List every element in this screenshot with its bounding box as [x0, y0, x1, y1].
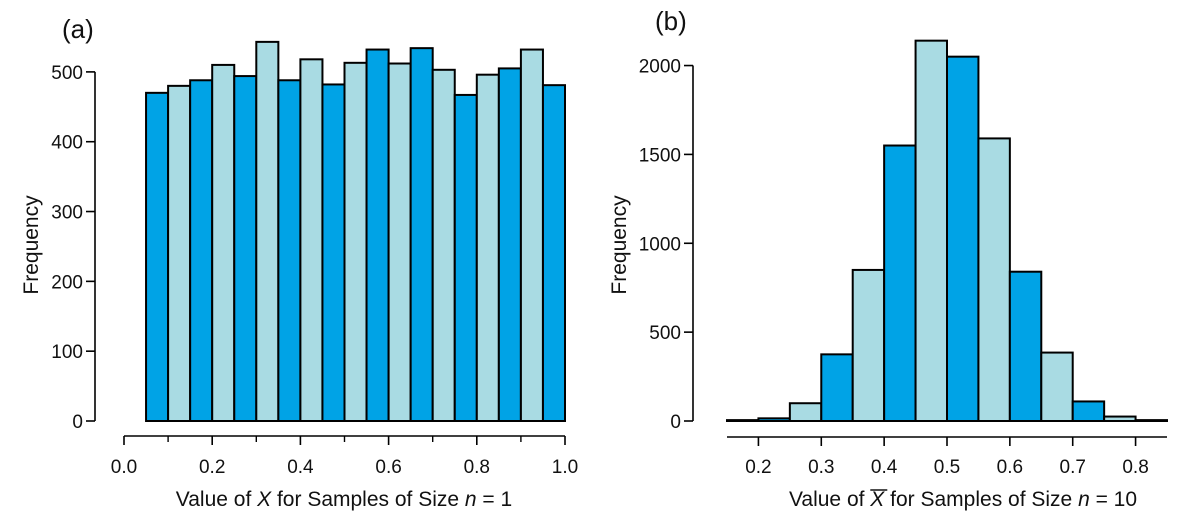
histogram-bar [475, 73, 500, 423]
y-tick-label: 500 [51, 63, 83, 84]
histogram-bar [211, 63, 236, 423]
x-tick-label: 0.3 [808, 457, 834, 478]
x-tick-label: 0.0 [111, 457, 137, 478]
panel-b-y-axis: 0 500 1000 1500 2000 [639, 57, 694, 433]
histogram-bar [1008, 270, 1043, 422]
histogram-bar [233, 75, 258, 422]
y-tick-label: 1000 [639, 234, 681, 255]
histogram-bar [497, 67, 522, 422]
histogram-bar [365, 48, 390, 423]
y-tick-label: 0 [72, 412, 83, 433]
histogram-bar [788, 402, 823, 422]
x-tick-label: 0.6 [375, 457, 401, 478]
histogram-bar [453, 93, 478, 422]
histogram-bar [519, 48, 544, 423]
x-tick-label: 0.4 [287, 457, 314, 478]
panel-a-x-axis: 0.0 0.2 0.4 0.6 0.8 1.0 [111, 435, 578, 478]
histogram-bar [431, 68, 456, 422]
histogram-bar [946, 55, 980, 423]
histogram-bar [387, 62, 412, 423]
panel-a-x-axis-title: Value of X for Samples of Size n = 1 [176, 488, 512, 511]
histogram-bar [541, 84, 567, 422]
histogram-bar [1134, 419, 1168, 422]
histogram-bar [343, 61, 368, 422]
y-tick-label: 400 [51, 133, 83, 154]
panel-b-bars [726, 39, 1168, 423]
panel-a-label: (a) [62, 14, 94, 44]
panel-b-sample-mean-histogram: (b) Frequency 0 500 1000 1500 2000 0.2 0.3 0.4… [608, 6, 1168, 511]
x-tick-label: 0.5 [934, 457, 960, 478]
x-tick-label: 0.2 [199, 457, 225, 478]
histogram-bar [167, 84, 192, 422]
histogram-bar [914, 39, 948, 422]
panel-a-y-axis: 0 100 200 300 400 500 [51, 63, 96, 433]
histogram-bar [977, 137, 1011, 422]
x-tick-label: 0.8 [464, 457, 490, 478]
histogram-bar [820, 353, 854, 422]
y-tick-label: 2000 [639, 57, 681, 78]
histogram-bar [299, 58, 324, 422]
histogram-bar [255, 40, 280, 423]
y-tick-label: 200 [51, 272, 83, 293]
panel-b-x-axis-title: Value of X for Samples of Size n = 10 [789, 488, 1137, 511]
histogram-bar [757, 417, 791, 422]
histogram-bar [409, 47, 434, 423]
panel-b-label: (b) [655, 6, 687, 36]
panel-b-y-axis-title: Frequency [608, 195, 631, 295]
x-tick-label: 0.4 [871, 457, 898, 478]
histogram-bar [145, 91, 170, 422]
panel-a-uniform-histogram: (a) Frequency 0 100 200 300 400 500 0.0 0.2 0.4… [20, 14, 578, 511]
histogram-bar [321, 83, 346, 422]
panel-b-x-axis: 0.2 0.3 0.4 0.5 0.6 0.7 0.8 [727, 436, 1167, 478]
panel-a-y-axis-title: Frequency [20, 195, 43, 295]
x-tick-label: 0.8 [1122, 457, 1148, 478]
histogram-bar [189, 79, 214, 423]
x-tick-label: 0.6 [997, 457, 1023, 478]
x-tick-label: 1.0 [552, 457, 578, 478]
x-tick-label: 0.2 [745, 457, 771, 478]
histogram-bar [883, 144, 917, 422]
y-tick-label: 300 [51, 203, 83, 224]
y-tick-label: 100 [51, 342, 83, 363]
histogram-bar [277, 79, 302, 423]
histogram-bar [726, 419, 760, 422]
histogram-bar [1040, 351, 1074, 423]
y-tick-label: 0 [670, 412, 681, 433]
histogram-bar [851, 268, 886, 422]
histogram-bar [1103, 415, 1137, 423]
panel-a-bars [145, 40, 567, 423]
histogram-bar [1071, 400, 1106, 423]
x-tick-label: 0.7 [1060, 457, 1086, 478]
y-tick-label: 500 [649, 323, 681, 344]
y-tick-label: 1500 [639, 145, 681, 166]
